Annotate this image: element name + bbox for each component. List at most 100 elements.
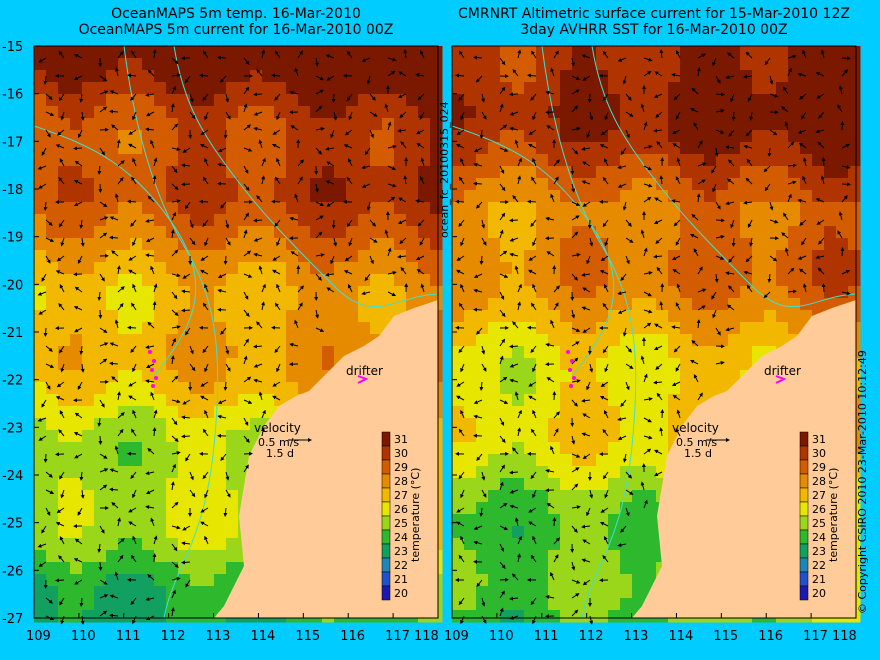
current-arrow xyxy=(171,211,176,221)
current-arrow xyxy=(499,212,506,221)
current-arrow xyxy=(458,554,465,563)
current-arrow xyxy=(783,86,789,95)
current-arrow xyxy=(512,194,519,203)
velocity-label: velocity xyxy=(254,421,301,435)
current-arrow xyxy=(109,216,119,221)
current-arrow xyxy=(398,197,407,203)
current-arrow xyxy=(571,253,581,257)
current-arrow xyxy=(622,453,627,463)
current-arrow xyxy=(747,219,753,229)
current-arrow xyxy=(147,69,155,77)
current-arrow xyxy=(289,90,299,95)
current-arrow xyxy=(200,507,209,513)
current-arrow xyxy=(455,269,465,275)
current-arrow xyxy=(220,201,227,209)
current-arrow xyxy=(200,395,209,401)
current-arrow xyxy=(185,453,191,462)
current-arrow xyxy=(697,288,707,293)
current-arrow xyxy=(691,213,699,221)
current-arrow xyxy=(243,309,250,317)
current-arrow xyxy=(602,176,609,185)
current-arrow xyxy=(499,590,505,599)
x-tick-label: 115 xyxy=(713,629,738,644)
current-arrow xyxy=(99,594,109,599)
current-arrow xyxy=(152,301,157,311)
current-arrow xyxy=(509,252,519,257)
current-arrow xyxy=(599,521,609,527)
current-arrow xyxy=(620,399,627,407)
current-arrow xyxy=(747,93,753,102)
current-arrow xyxy=(458,597,465,606)
current-arrow xyxy=(243,338,249,347)
current-arrow xyxy=(387,270,397,275)
colorbar-tick: 22 xyxy=(812,559,826,572)
current-arrow xyxy=(170,607,175,617)
current-arrow xyxy=(243,147,253,152)
current-arrow xyxy=(145,379,155,384)
current-arrow xyxy=(243,165,249,174)
current-arrow xyxy=(571,105,579,113)
current-arrow xyxy=(817,267,825,275)
current-arrow xyxy=(59,345,65,354)
current-arrow xyxy=(315,273,322,281)
colorbar-tick: 22 xyxy=(394,559,408,572)
current-arrow xyxy=(56,129,65,136)
colorbar-tick: 31 xyxy=(394,433,408,446)
current-arrow xyxy=(152,49,157,59)
current-arrow xyxy=(384,229,389,239)
current-arrow xyxy=(460,283,465,293)
current-arrow xyxy=(676,157,681,167)
current-arrow xyxy=(181,163,191,168)
bathymetry-contour xyxy=(451,125,615,377)
current-arrow xyxy=(315,327,325,332)
current-arrow xyxy=(60,237,65,247)
current-arrow xyxy=(617,417,627,422)
current-arrow xyxy=(45,363,55,368)
current-arrow xyxy=(45,93,53,101)
current-arrow xyxy=(45,219,53,226)
current-arrow xyxy=(181,434,191,439)
current-arrow xyxy=(79,219,84,229)
current-arrow xyxy=(571,357,579,365)
current-arrow xyxy=(458,345,465,354)
current-arrow xyxy=(217,147,227,153)
current-arrow xyxy=(715,108,725,113)
current-arrow xyxy=(517,409,522,419)
current-arrow xyxy=(171,525,181,530)
current-arrow xyxy=(745,177,753,185)
current-arrow xyxy=(672,129,681,135)
current-arrow xyxy=(797,198,807,203)
current-arrow xyxy=(602,428,609,437)
current-arrow xyxy=(675,176,681,185)
y-tick-label: -27 xyxy=(2,612,23,627)
current-arrow xyxy=(315,147,323,155)
current-arrow xyxy=(253,111,263,116)
x-tick-label: 115 xyxy=(295,629,320,644)
current-arrow xyxy=(841,195,848,203)
current-arrow xyxy=(586,381,591,391)
current-arrow xyxy=(715,201,721,210)
current-arrow xyxy=(73,432,83,437)
current-arrow xyxy=(622,201,627,211)
current-arrow xyxy=(653,93,663,98)
current-arrow xyxy=(458,471,465,480)
current-arrow xyxy=(99,327,108,333)
colorbar-swatch xyxy=(381,543,391,559)
current-arrow xyxy=(671,255,681,261)
current-arrow xyxy=(109,342,119,347)
current-arrow xyxy=(147,574,155,581)
current-arrow xyxy=(117,51,124,59)
current-arrow xyxy=(749,111,754,121)
current-arrow xyxy=(315,105,323,113)
current-arrow xyxy=(128,395,137,401)
current-arrow xyxy=(170,103,175,113)
current-arrow xyxy=(460,535,465,545)
current-arrow xyxy=(171,183,179,191)
drifter-point xyxy=(572,376,576,380)
current-arrow xyxy=(243,291,249,300)
current-arrow xyxy=(99,399,105,408)
current-arrow xyxy=(509,237,519,242)
x-tick-label: 114 xyxy=(668,629,693,644)
current-arrow xyxy=(171,375,179,383)
current-arrow xyxy=(689,233,699,239)
